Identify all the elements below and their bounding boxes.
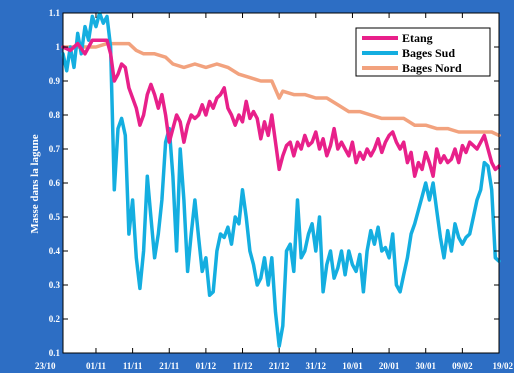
series-line-bages-nord	[61, 41, 501, 138]
x-tick-label: 30/01	[415, 361, 436, 371]
x-tick-label: 11/12	[233, 361, 254, 371]
series-line-etang	[61, 38, 501, 178]
x-tick-label: 21/11	[159, 361, 180, 371]
y-tick-label: 0.5	[49, 212, 61, 222]
y-tick-label: 0.2	[49, 314, 61, 324]
x-tick-label: 09/02	[452, 361, 473, 371]
y-axis-label: Masse dans la lagune	[29, 134, 41, 233]
x-tick-label: 31/12	[306, 361, 327, 371]
x-tick-label: 11/11	[123, 361, 143, 371]
series-layer	[61, 11, 501, 348]
x-tick-label: 21/12	[269, 361, 290, 371]
y-tick-label: 0.1	[49, 348, 61, 358]
x-tick-label: 10/01	[342, 361, 363, 371]
x-axis: 23/10 01/11 11/11 21/11 01/12 11/12 21/12 31/12…	[35, 13, 513, 371]
y-tick-label: 1.1	[49, 8, 61, 18]
x-tick-label: 01/12	[196, 361, 217, 371]
legend-label: Etang	[402, 31, 433, 45]
legend-label: Bages Sud	[402, 46, 455, 60]
x-tick-label: 23/10	[35, 361, 56, 371]
y-tick-label: 0.6	[49, 178, 61, 188]
legend-label: Bages Nord	[402, 61, 462, 75]
series-line-bages-sud	[61, 11, 501, 348]
x-tick-label: 19/02	[492, 361, 513, 371]
y-tick-label: 0.7	[49, 144, 61, 154]
x-tick-label: 20/01	[379, 361, 400, 371]
y-tick-label: 0.4	[49, 246, 61, 256]
y-tick-label: 1	[56, 42, 61, 52]
y-tick-label: 0.3	[49, 280, 61, 290]
x-tick-label: 01/11	[86, 361, 107, 371]
y-tick-label: 0.8	[49, 110, 61, 120]
y-tick-label: 0.9	[49, 76, 61, 86]
y-axis: 0.1 0.2 0.3 0.4 0.5 0.6 0.7 0.8 0.9 1 1.1	[49, 8, 499, 358]
